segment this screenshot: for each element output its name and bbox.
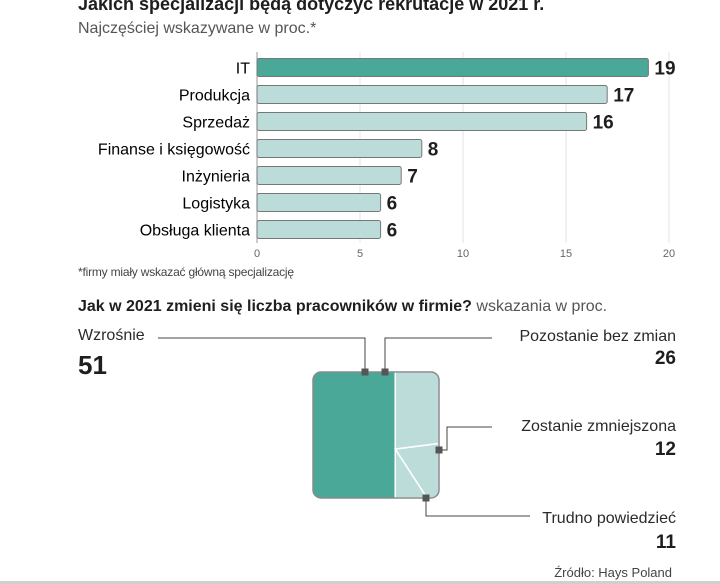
x-tick-label: 5 — [357, 248, 363, 260]
bar — [256, 112, 588, 131]
bar — [256, 193, 382, 212]
bar — [256, 139, 423, 158]
source-note: Źródło: Hays Poland — [554, 565, 672, 580]
pie-slices — [313, 372, 439, 498]
bar-chart-title: Jakich specjalizacji będą dotyczyć rekru… — [78, 0, 545, 14]
pie-slice — [394, 446, 429, 498]
pie-slice — [394, 372, 439, 450]
bar-value-label: 19 — [654, 59, 675, 80]
leader-line — [384, 337, 492, 372]
x-tick-label: 0 — [254, 248, 260, 260]
bar-value-label: 8 — [428, 140, 439, 161]
category-label: Obsługa klienta — [140, 223, 250, 240]
pie-value-unknown: 11 — [655, 532, 676, 553]
bar-value-label: 17 — [613, 86, 634, 107]
x-tick-label: 10 — [457, 248, 469, 260]
bar-value-label: 7 — [407, 167, 418, 188]
pie-label-increase: Wzrośnie — [78, 327, 145, 344]
bar-value-label: 6 — [387, 221, 398, 242]
pie-chart-title-main: Jak w 2021 zmieni się liczba pracowników… — [78, 298, 472, 315]
category-label: Inżynieria — [182, 169, 251, 186]
pie-label-nochange: Pozostanie bez zmian — [519, 328, 676, 345]
bar-value-label: 16 — [593, 113, 614, 134]
bottom-divider — [0, 581, 720, 584]
pie-slice — [313, 372, 396, 498]
category-label: Finanse i księgowość — [98, 142, 250, 159]
bar — [256, 58, 649, 77]
category-label: Sprzedaż — [182, 115, 250, 132]
pie-value-increase: 51 — [78, 350, 107, 380]
leader-line — [439, 426, 492, 451]
bar-chart: IT 19 Produkcja 17 Sprzedaż 16 Finanse i księg… — [98, 52, 676, 260]
bar-chart-footnote: *firmy miały wskazać główną specjalizacj… — [78, 265, 294, 279]
pie-label-decrease: Zostanie zmniejszona — [521, 418, 676, 435]
bar — [256, 220, 382, 239]
leader-line — [158, 337, 366, 372]
leader-marker — [422, 494, 430, 502]
bar — [256, 85, 608, 104]
leader-marker — [381, 368, 389, 376]
pie-label-unknown: Trudno powiedzieć — [542, 510, 676, 527]
category-label: Logistyka — [182, 196, 250, 213]
leader-marker — [361, 368, 369, 376]
category-label: IT — [236, 61, 250, 78]
x-tick-label: 20 — [663, 248, 675, 260]
pie-frame — [312, 371, 440, 499]
category-label: Produkcja — [179, 88, 250, 105]
leader-line — [425, 498, 530, 517]
pie-chart-subtitle: wskazania w proc. — [476, 298, 608, 315]
bar — [256, 166, 402, 185]
pie-value-decrease: 12 — [654, 439, 676, 460]
bar-value-label: 6 — [387, 194, 398, 215]
x-tick-label: 15 — [560, 248, 572, 260]
pie-value-nochange: 26 — [654, 348, 676, 369]
pie-chart-title: Jak w 2021 zmieni się liczba pracowników… — [78, 298, 607, 316]
leader-marker — [435, 446, 443, 454]
bar-chart-subtitle: Najczęściej wskazywane w proc.* — [78, 20, 317, 37]
